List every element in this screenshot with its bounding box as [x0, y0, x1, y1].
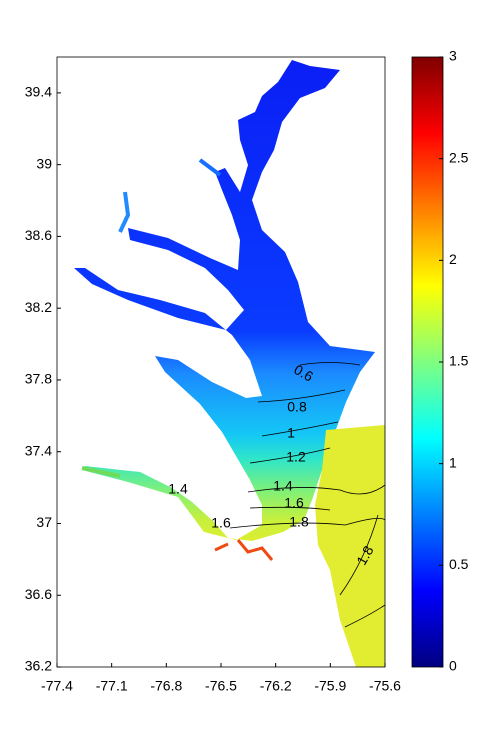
contour-label: 1.4 [273, 478, 293, 494]
contour-label: 1.2 [286, 449, 306, 465]
y-tick-label: 37.4 [25, 442, 52, 458]
contour-label: 1.6 [284, 495, 304, 511]
x-tick-label: -75.9 [314, 678, 346, 694]
bay [74, 60, 375, 541]
contour-label: 1 [287, 425, 295, 441]
river [118, 158, 222, 233]
contour-line [344, 604, 386, 628]
contour-label: 1.8 [289, 514, 309, 530]
x-tick-label: -77.1 [96, 678, 128, 694]
y-tick-label: 37 [36, 514, 52, 530]
x-tick-label: -77.4 [41, 678, 73, 694]
james-river [81, 466, 121, 478]
y-tick-label: 39 [36, 155, 52, 171]
contour-line [299, 362, 361, 366]
contour-label: 1.4 [168, 481, 188, 497]
contour-line [229, 517, 386, 529]
x-tick-label: -76.2 [260, 678, 292, 694]
ocean [315, 425, 385, 667]
y-tick-label: 38.2 [25, 299, 52, 315]
colorbar-tick-label: 0.5 [449, 556, 469, 572]
contour-line [249, 506, 331, 511]
contour-label: 1.6 [211, 515, 231, 531]
colorbar-tick-label: 1 [449, 454, 457, 470]
x-tick-label: -76.5 [205, 678, 237, 694]
colorbar-tick-label: 2.5 [449, 149, 469, 165]
contour-line [247, 484, 386, 495]
colorbar [411, 56, 444, 668]
contour-line [257, 389, 346, 403]
colorbar-tick-label: 0 [449, 658, 457, 674]
map-area [74, 60, 386, 667]
y-tick-label: 36.6 [25, 586, 52, 602]
y-tick-label: 38.6 [25, 227, 52, 243]
y-tick-label: 36.2 [25, 658, 52, 674]
colorbar-tick-label: 2 [449, 251, 457, 267]
contour-label: 0.8 [287, 399, 307, 415]
contour-line [261, 421, 339, 437]
x-tick-label: -76.8 [150, 678, 182, 694]
contour-line [249, 447, 331, 464]
elizabeth-river [214, 539, 274, 561]
y-tick-label: 37.8 [25, 371, 52, 387]
y-tick-label: 39.4 [25, 84, 52, 100]
colorbar-tick-label: 3 [449, 48, 457, 64]
colorbar-tick-label: 1.5 [449, 353, 469, 369]
x-tick-label: -75.6 [369, 678, 401, 694]
contour-line [339, 514, 379, 596]
